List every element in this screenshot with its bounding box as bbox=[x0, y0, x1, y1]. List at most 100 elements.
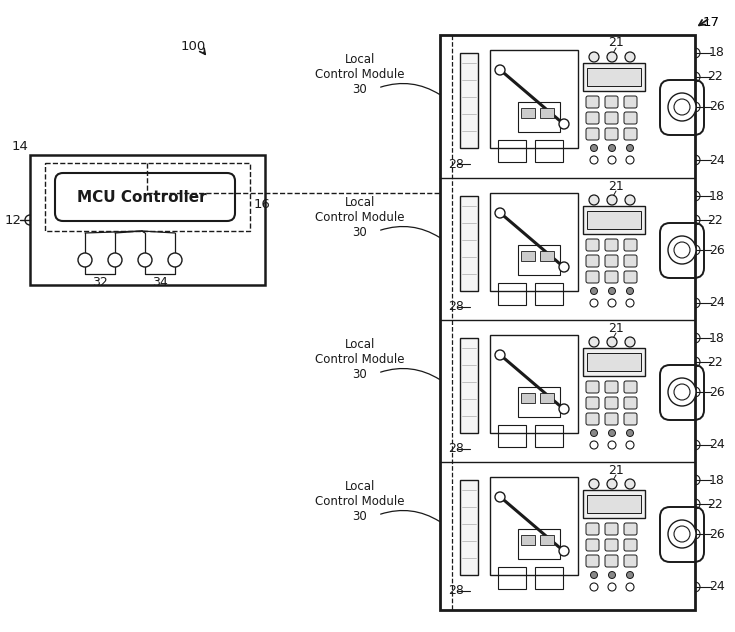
Circle shape bbox=[608, 441, 616, 449]
FancyBboxPatch shape bbox=[624, 381, 637, 393]
Circle shape bbox=[607, 337, 617, 347]
Circle shape bbox=[590, 430, 598, 437]
FancyBboxPatch shape bbox=[605, 239, 618, 251]
Bar bbox=[535, 140, 563, 162]
Bar bbox=[498, 283, 526, 305]
Bar bbox=[498, 567, 526, 589]
Bar bbox=[583, 63, 645, 91]
Circle shape bbox=[668, 93, 696, 121]
Text: 26: 26 bbox=[709, 528, 725, 540]
Circle shape bbox=[590, 288, 598, 295]
Text: 32: 32 bbox=[92, 276, 108, 288]
Circle shape bbox=[626, 145, 634, 152]
FancyBboxPatch shape bbox=[605, 381, 618, 393]
Bar bbox=[540, 108, 554, 118]
FancyBboxPatch shape bbox=[605, 539, 618, 551]
Circle shape bbox=[626, 571, 634, 578]
Circle shape bbox=[590, 299, 598, 307]
Text: 17: 17 bbox=[703, 16, 720, 28]
Text: 18: 18 bbox=[709, 190, 725, 202]
Text: 21: 21 bbox=[608, 37, 624, 49]
Circle shape bbox=[589, 337, 599, 347]
Bar bbox=[521, 251, 535, 261]
Text: 24: 24 bbox=[709, 296, 725, 310]
Circle shape bbox=[607, 479, 617, 489]
Text: 28: 28 bbox=[448, 157, 464, 171]
FancyBboxPatch shape bbox=[586, 128, 599, 140]
Bar bbox=[440, 35, 695, 610]
Circle shape bbox=[609, 145, 615, 152]
Bar bbox=[521, 535, 535, 545]
Text: Local
Control Module
30: Local Control Module 30 bbox=[315, 196, 405, 239]
Bar bbox=[460, 53, 478, 148]
Circle shape bbox=[589, 195, 599, 205]
Circle shape bbox=[608, 156, 616, 164]
Circle shape bbox=[609, 288, 615, 295]
Bar bbox=[518, 387, 560, 417]
Circle shape bbox=[590, 441, 598, 449]
Circle shape bbox=[625, 337, 635, 347]
FancyBboxPatch shape bbox=[586, 523, 599, 535]
Text: 18: 18 bbox=[709, 332, 725, 344]
Bar bbox=[587, 353, 641, 371]
FancyBboxPatch shape bbox=[605, 271, 618, 283]
Text: 18: 18 bbox=[709, 47, 725, 59]
FancyBboxPatch shape bbox=[605, 128, 618, 140]
Circle shape bbox=[626, 430, 634, 437]
Circle shape bbox=[138, 253, 152, 267]
Circle shape bbox=[625, 52, 635, 62]
Circle shape bbox=[625, 195, 635, 205]
Bar bbox=[518, 245, 560, 275]
Text: 12: 12 bbox=[4, 214, 21, 226]
FancyBboxPatch shape bbox=[586, 413, 599, 425]
Text: 26: 26 bbox=[709, 243, 725, 257]
Circle shape bbox=[495, 492, 505, 502]
Circle shape bbox=[495, 350, 505, 360]
Circle shape bbox=[674, 99, 690, 115]
Text: 28: 28 bbox=[448, 442, 464, 456]
Bar bbox=[587, 211, 641, 229]
Bar bbox=[535, 425, 563, 447]
Bar bbox=[540, 393, 554, 403]
Circle shape bbox=[78, 253, 92, 267]
Circle shape bbox=[674, 526, 690, 542]
Text: Local
Control Module
30: Local Control Module 30 bbox=[315, 480, 405, 523]
FancyBboxPatch shape bbox=[586, 96, 599, 108]
Bar bbox=[583, 490, 645, 518]
Bar bbox=[540, 535, 554, 545]
FancyBboxPatch shape bbox=[605, 112, 618, 124]
Bar bbox=[518, 102, 560, 132]
Circle shape bbox=[668, 520, 696, 548]
FancyBboxPatch shape bbox=[624, 255, 637, 267]
Text: 24: 24 bbox=[709, 581, 725, 593]
Bar bbox=[490, 50, 578, 148]
FancyBboxPatch shape bbox=[605, 523, 618, 535]
Bar bbox=[460, 196, 478, 291]
FancyBboxPatch shape bbox=[605, 96, 618, 108]
Text: 14: 14 bbox=[12, 140, 29, 154]
Circle shape bbox=[559, 262, 569, 272]
Circle shape bbox=[589, 52, 599, 62]
Text: 24: 24 bbox=[709, 154, 725, 166]
Bar bbox=[535, 567, 563, 589]
Bar bbox=[460, 480, 478, 575]
Text: 100: 100 bbox=[180, 39, 206, 52]
FancyBboxPatch shape bbox=[586, 555, 599, 567]
Bar bbox=[490, 335, 578, 433]
Circle shape bbox=[495, 65, 505, 75]
FancyBboxPatch shape bbox=[624, 128, 637, 140]
Bar bbox=[587, 495, 641, 513]
FancyBboxPatch shape bbox=[586, 381, 599, 393]
Text: 21: 21 bbox=[608, 463, 624, 477]
Circle shape bbox=[589, 479, 599, 489]
FancyBboxPatch shape bbox=[624, 555, 637, 567]
Circle shape bbox=[590, 145, 598, 152]
Text: 22: 22 bbox=[707, 214, 723, 226]
Circle shape bbox=[495, 208, 505, 218]
FancyBboxPatch shape bbox=[605, 255, 618, 267]
Circle shape bbox=[108, 253, 122, 267]
Circle shape bbox=[626, 299, 634, 307]
Text: 18: 18 bbox=[709, 473, 725, 487]
Bar bbox=[490, 193, 578, 291]
Circle shape bbox=[559, 119, 569, 129]
